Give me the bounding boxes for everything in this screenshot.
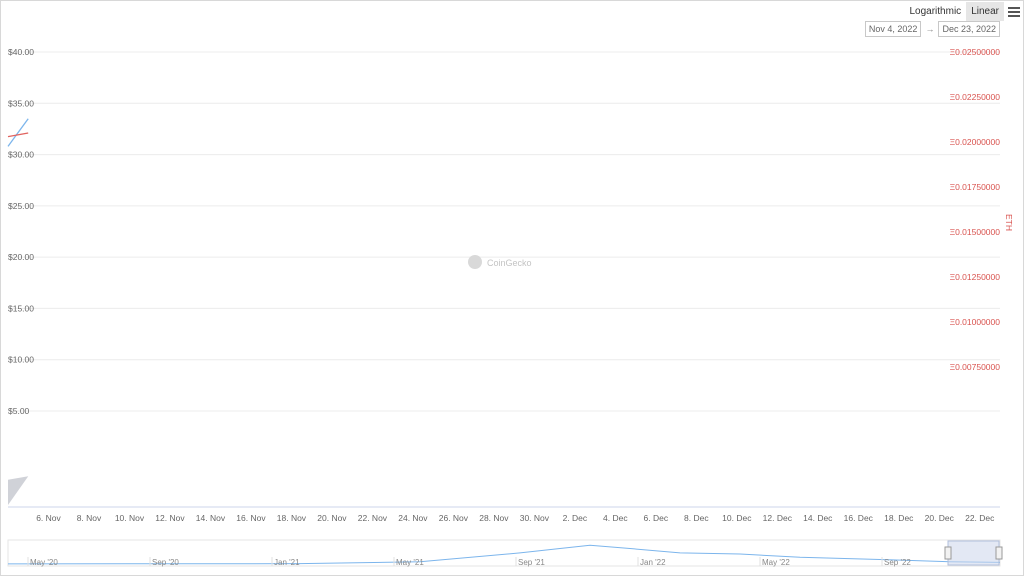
navigator-tick-label: Sep '20 bbox=[152, 558, 179, 567]
range-from-input[interactable]: Nov 4, 2022 bbox=[864, 21, 922, 37]
eth-series-line bbox=[7, 132, 29, 138]
navigator[interactable]: May '20 Sep '20 Jan '21 May '21 Sep '21 Jan '… bbox=[7, 539, 1003, 567]
y-left-tick-label: $5.00 bbox=[8, 406, 30, 416]
x-tick-label: 20. Nov bbox=[317, 513, 347, 523]
navigator-handle[interactable] bbox=[995, 546, 1003, 560]
navigator-tick-label: May '22 bbox=[762, 558, 790, 567]
x-tick-label: 18. Dec bbox=[884, 513, 914, 523]
x-tick-label: 14. Nov bbox=[196, 513, 226, 523]
y-right-tick-label: Ξ0.02250000 bbox=[950, 92, 1001, 102]
navigator-tick-label: Jan '22 bbox=[640, 558, 666, 567]
navigator-handle[interactable] bbox=[944, 546, 952, 560]
logarithmic-button[interactable]: Logarithmic bbox=[904, 2, 967, 21]
x-tick-label: 4. Dec bbox=[603, 513, 628, 523]
x-tick-label: 10. Nov bbox=[115, 513, 145, 523]
watermark-text: CoinGecko bbox=[487, 258, 532, 268]
date-range: Nov 4, 2022 → Dec 23, 2022 bbox=[864, 21, 1000, 37]
volume-series-area bbox=[8, 476, 29, 505]
x-tick-label: 12. Nov bbox=[155, 513, 185, 523]
hamburger-menu-icon[interactable] bbox=[1008, 6, 1020, 17]
navigator-tick-label: May '21 bbox=[396, 558, 424, 567]
watermark: CoinGecko bbox=[468, 255, 532, 269]
x-tick-label: 12. Dec bbox=[763, 513, 793, 523]
coingecko-logo-icon bbox=[468, 255, 482, 269]
linear-button[interactable]: Linear bbox=[966, 2, 1004, 21]
x-tick-label: 26. Nov bbox=[439, 513, 469, 523]
navigator-tick-label: May '20 bbox=[30, 558, 58, 567]
navigator-tick-label: Sep '22 bbox=[884, 558, 911, 567]
y-left-tick-label: $35.00 bbox=[8, 98, 34, 108]
y-axis-right: Ξ0.02500000 Ξ0.02250000 Ξ0.02000000 Ξ0.0175… bbox=[950, 47, 1001, 372]
range-arrow: → bbox=[925, 24, 935, 34]
x-tick-label: 8. Dec bbox=[684, 513, 709, 523]
navigator-tick-label: Sep '21 bbox=[518, 558, 545, 567]
y-right-tick-label: Ξ0.00750000 bbox=[950, 362, 1001, 372]
x-tick-label: 24. Nov bbox=[398, 513, 428, 523]
x-tick-label: 2. Dec bbox=[563, 513, 588, 523]
y-right-tick-label: Ξ0.01250000 bbox=[950, 272, 1001, 282]
x-tick-label: 20. Dec bbox=[925, 513, 955, 523]
x-tick-label: 14. Dec bbox=[803, 513, 833, 523]
navigator-selection[interactable] bbox=[947, 540, 1000, 566]
grid-lines bbox=[8, 51, 1000, 412]
y-left-tick-label: $10.00 bbox=[8, 355, 34, 365]
x-tick-label: 10. Dec bbox=[722, 513, 752, 523]
x-tick-label: 16. Dec bbox=[844, 513, 874, 523]
navigator-track bbox=[7, 539, 1001, 567]
volume-area bbox=[8, 476, 29, 505]
y-left-tick-label: $15.00 bbox=[8, 303, 34, 313]
y-left-tick-label: $40.00 bbox=[8, 47, 34, 57]
y-left-tick-label: $20.00 bbox=[8, 252, 34, 262]
y-right-tick-label: Ξ0.01000000 bbox=[950, 317, 1001, 327]
navigator-series-line bbox=[7, 544, 1001, 565]
x-tick-label: 6. Nov bbox=[36, 513, 61, 523]
y-left-tick-label: $30.00 bbox=[8, 150, 34, 160]
x-tick-label: 22. Nov bbox=[358, 513, 388, 523]
y-axis-left: $40.00 $35.00 $30.00 $25.00 $20.00 $15.00 $10.… bbox=[8, 47, 34, 416]
usd-series-line bbox=[7, 118, 29, 147]
y-right-tick-label: Ξ0.01750000 bbox=[950, 182, 1001, 192]
y-right-tick-label: Ξ0.02500000 bbox=[950, 47, 1001, 57]
x-tick-label: 18. Nov bbox=[277, 513, 307, 523]
y-left-tick-label: $25.00 bbox=[8, 201, 34, 211]
x-axis: 6. Nov 8. Nov 10. Nov 12. Nov 14. Nov 16. Nov… bbox=[8, 506, 1000, 523]
navigator-tick-label: Jan '21 bbox=[274, 558, 300, 567]
x-tick-label: 28. Nov bbox=[479, 513, 509, 523]
x-tick-label: 8. Nov bbox=[77, 513, 102, 523]
y-right-tick-label: Ξ0.02000000 bbox=[950, 137, 1001, 147]
chart-toolbar: Logarithmic Linear bbox=[904, 2, 1020, 21]
y-right-tick-label: Ξ0.01500000 bbox=[950, 227, 1001, 237]
x-tick-label: 6. Dec bbox=[644, 513, 669, 523]
x-tick-label: 30. Nov bbox=[520, 513, 550, 523]
y-axis-right-label: ETH bbox=[1004, 214, 1014, 231]
range-to-input[interactable]: Dec 23, 2022 bbox=[938, 21, 1000, 37]
x-tick-label: 22. Dec bbox=[965, 513, 995, 523]
x-tick-label: 16. Nov bbox=[236, 513, 266, 523]
